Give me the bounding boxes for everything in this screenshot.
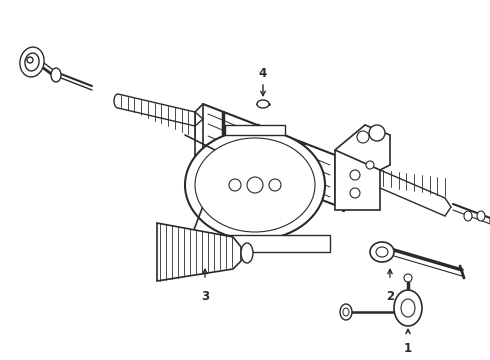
Ellipse shape <box>343 308 349 316</box>
Ellipse shape <box>20 47 44 77</box>
Ellipse shape <box>366 161 374 169</box>
Polygon shape <box>157 223 241 281</box>
Ellipse shape <box>257 100 269 108</box>
Text: 3: 3 <box>201 289 209 302</box>
Polygon shape <box>180 235 330 252</box>
Ellipse shape <box>350 170 360 180</box>
Ellipse shape <box>357 131 369 143</box>
Ellipse shape <box>464 211 472 221</box>
Ellipse shape <box>241 243 253 263</box>
Ellipse shape <box>376 247 388 257</box>
Ellipse shape <box>185 130 325 240</box>
Ellipse shape <box>394 290 422 326</box>
Ellipse shape <box>247 177 263 193</box>
Ellipse shape <box>404 274 412 282</box>
Ellipse shape <box>340 304 352 320</box>
Ellipse shape <box>370 242 394 262</box>
Ellipse shape <box>195 138 315 232</box>
Text: 4: 4 <box>259 67 267 80</box>
Ellipse shape <box>401 299 415 317</box>
Ellipse shape <box>369 125 385 141</box>
Ellipse shape <box>229 179 241 191</box>
Ellipse shape <box>350 188 360 198</box>
Text: 1: 1 <box>404 342 412 355</box>
Ellipse shape <box>25 53 39 71</box>
Polygon shape <box>225 125 285 135</box>
Text: 2: 2 <box>386 289 394 302</box>
Ellipse shape <box>477 211 485 221</box>
Ellipse shape <box>51 68 61 82</box>
Polygon shape <box>335 150 380 210</box>
Ellipse shape <box>269 179 281 191</box>
